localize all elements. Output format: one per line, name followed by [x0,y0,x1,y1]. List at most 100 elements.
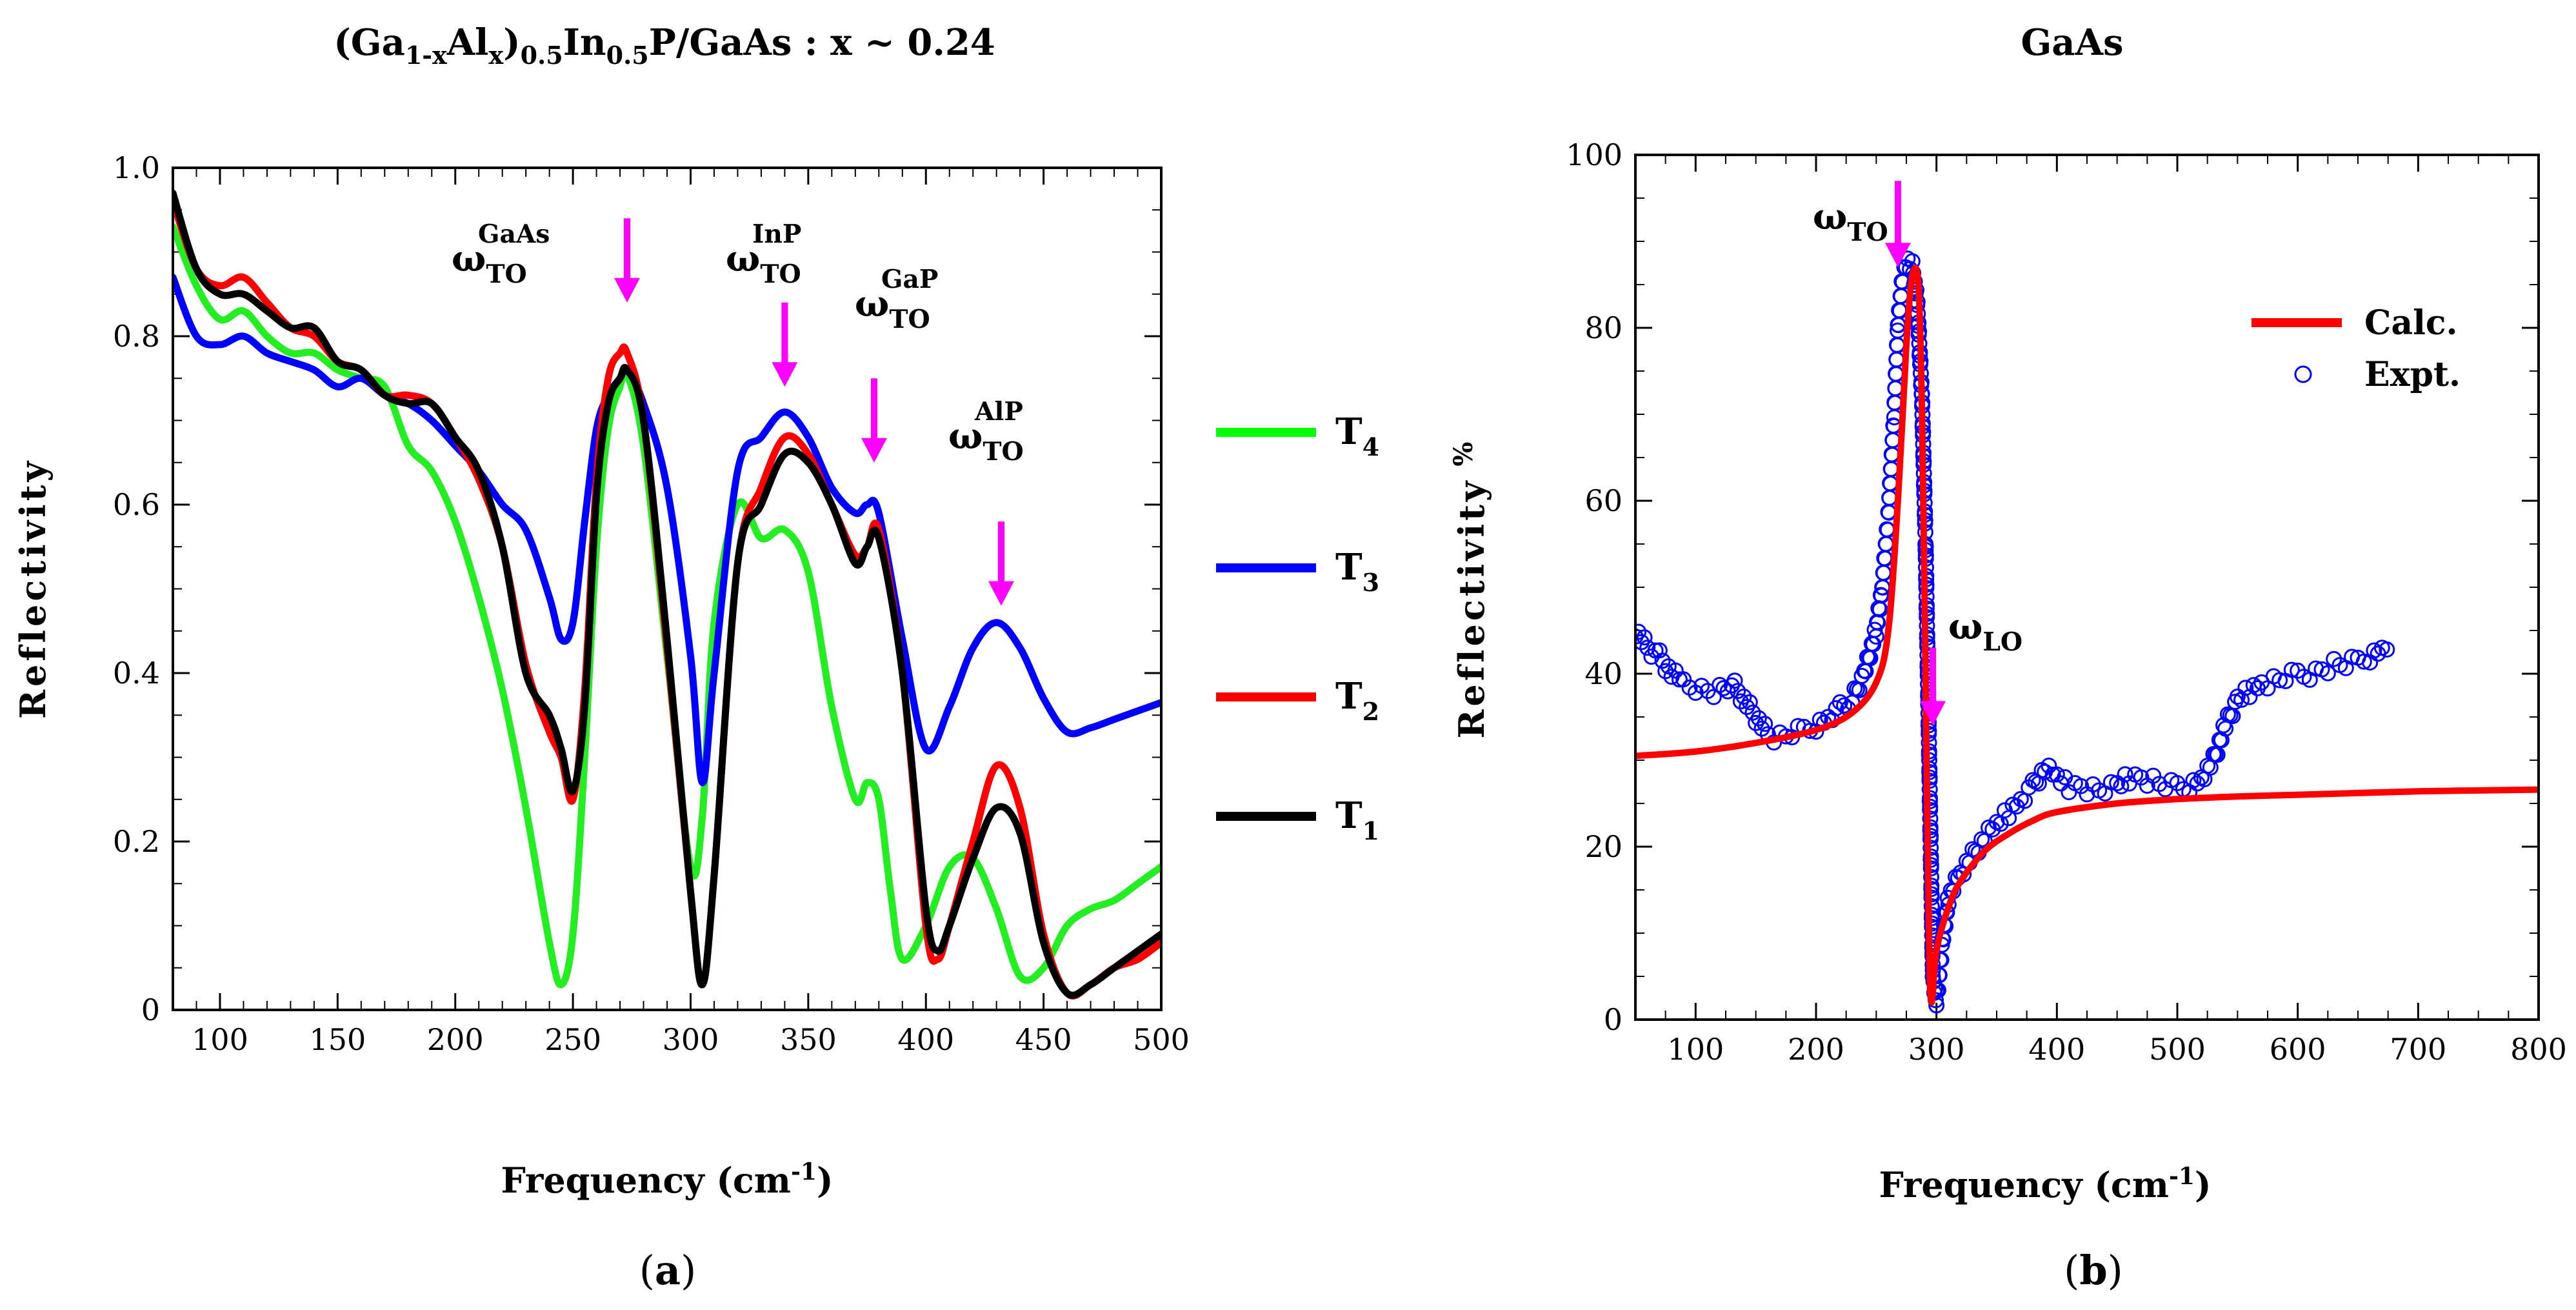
legend-swatch [2294,365,2312,383]
x-tick-label: 250 [544,1022,601,1057]
y-tick-label: 0.2 [113,824,160,859]
x-tick-label: 350 [780,1022,837,1057]
panel-b-legend: Calc. Expt. [2252,303,2461,394]
panel-a-label: (a) [639,1247,697,1294]
peak-arrow-head [988,581,1014,606]
panel-a-chart: (Ga1-xAlx)0.5In0.5P/GaAs : x ~ 0.24 100 1… [12,21,1379,1294]
expt-data-point [2041,757,2057,774]
expt-data-point [2283,661,2300,678]
expt-data-point [2048,766,2065,783]
expt-data-point [2133,769,2150,786]
expt-data-point [2102,774,2119,791]
expt-data-point [1741,694,1758,710]
legend-label: Calc. [2364,303,2458,343]
expt-data-point [1836,697,1853,714]
panel-b-series-group [1635,250,2539,1014]
x-tick-label: 450 [1015,1022,1072,1057]
omega-annotation: ωTO [1813,196,1888,247]
y-tick-label: 0.6 [113,487,160,522]
legend-label: T2 [1335,675,1379,726]
expt-data-point [1888,351,1905,368]
expt-data-point [1651,642,1668,659]
expt-data-point [1667,662,1684,679]
omega-annotation: ωLO [1948,605,2022,657]
expt-data-point [1889,337,1906,354]
panel-a-plot-area: 100 150 200 250 300 350 400 450 500 0 0.2 0.4 0.6 0.8… [113,150,1190,1057]
expt-data-point [1866,621,1883,638]
expt-data-point [2117,766,2133,783]
series-line-T2 [173,197,1161,1000]
legend-label: T4 [1335,410,1379,461]
x-tick-label: 300 [1908,1032,1965,1067]
panel-b-title: GaAs [2021,21,2123,64]
x-tick-label: 500 [2149,1032,2206,1067]
x-tick-label: 500 [1133,1022,1190,1057]
panel-a-y-axis-label: Reflectivity [12,458,54,719]
series-line-calc [1635,265,2539,1006]
y-tick-label: 20 [1584,829,1622,864]
expt-data-point [2229,689,2246,705]
y-tick-label: 0.4 [113,656,160,690]
legend-label: Expt. [2364,355,2461,394]
omega-annotation: ωTOGaAs [452,219,550,289]
expt-data-point [2271,672,2288,689]
panel-b-chart: GaAs 100 200 300 400 500 600 700 80002040608010… [1448,21,2567,1294]
x-tick-label: 150 [309,1022,366,1057]
expt-data-point [1877,550,1893,567]
peak-arrow-head [861,438,887,463]
expt-data-point [1892,303,1908,319]
panel-b-label: (b) [2064,1247,2123,1294]
expt-data-point [2379,641,2395,658]
x-tick-label: 700 [2390,1032,2446,1067]
legend-label: T1 [1335,794,1379,845]
expt-data-point [2185,772,2202,789]
expt-data-point [2145,767,2162,784]
omega-annotation: ωTOAlP [948,397,1024,467]
panel-a-legend: T4 T3 T2 T1 [1216,410,1379,845]
expt-data-point [2109,775,2126,792]
x-tick-label: 300 [663,1022,719,1057]
x-tick-label: 600 [2270,1032,2326,1067]
x-tick-label: 800 [2510,1032,2567,1067]
expt-data-point [2355,653,2372,670]
panel-a-frame [172,166,1163,1011]
expt-data-point [1675,671,1692,688]
y-tick-label: 100 [1566,137,1622,172]
legend-label: T3 [1335,546,1379,597]
panel-b-y-axis-label: Reflectivity% [1448,439,1492,739]
x-tick-label: 400 [2028,1032,2085,1067]
y-tick-label: 40 [1584,656,1622,691]
x-tick-label: 100 [1667,1032,1724,1067]
expt-data-point [2237,680,2254,696]
expt-data-point [1887,380,1904,397]
peak-arrow-head [614,277,640,303]
y-tick-label: 0 [1604,1002,1622,1037]
y-tick-label: 0 [141,993,160,1027]
x-tick-label: 400 [897,1022,954,1057]
omega-annotation: ωTOInP [726,219,801,289]
panel-a-title: (Ga1-xAlx)0.5In0.5P/GaAs : x ~ 0.24 [334,21,995,70]
expt-data-point [1893,288,1910,305]
peak-arrow-head [1884,243,1911,268]
expt-data-point [1639,640,1656,656]
panel-b-x-axis-label: Frequency (cm-1) [1879,1163,2211,1205]
x-tick-label: 100 [192,1022,248,1057]
peak-arrow-head [1920,701,1946,726]
y-tick-label: 0.8 [113,319,160,354]
expt-data-point [2319,665,2336,681]
peak-arrow-head [772,362,798,387]
omega-annotation: ωTOGaP [855,265,938,334]
x-tick-label: 200 [1788,1032,1844,1067]
series-line-T1 [173,189,1161,999]
panel-b-plot-area: 100 200 300 400 500 600 700 800 0 20 40 60 80 100 ωTO ω… [1566,137,2567,1067]
x-tick-label: 200 [427,1022,484,1057]
panel-a-x-axis-label: Frequency (cm-1) [501,1158,833,1201]
expt-data-point [2073,778,2090,794]
expt-data-point [1757,716,1773,732]
panel-a-series-group [173,189,1161,1000]
expt-data-point [1888,366,1904,383]
expt-data-point [1636,629,1653,646]
expt-data-point [2366,642,2382,659]
y-tick-label: 1.0 [113,150,160,185]
